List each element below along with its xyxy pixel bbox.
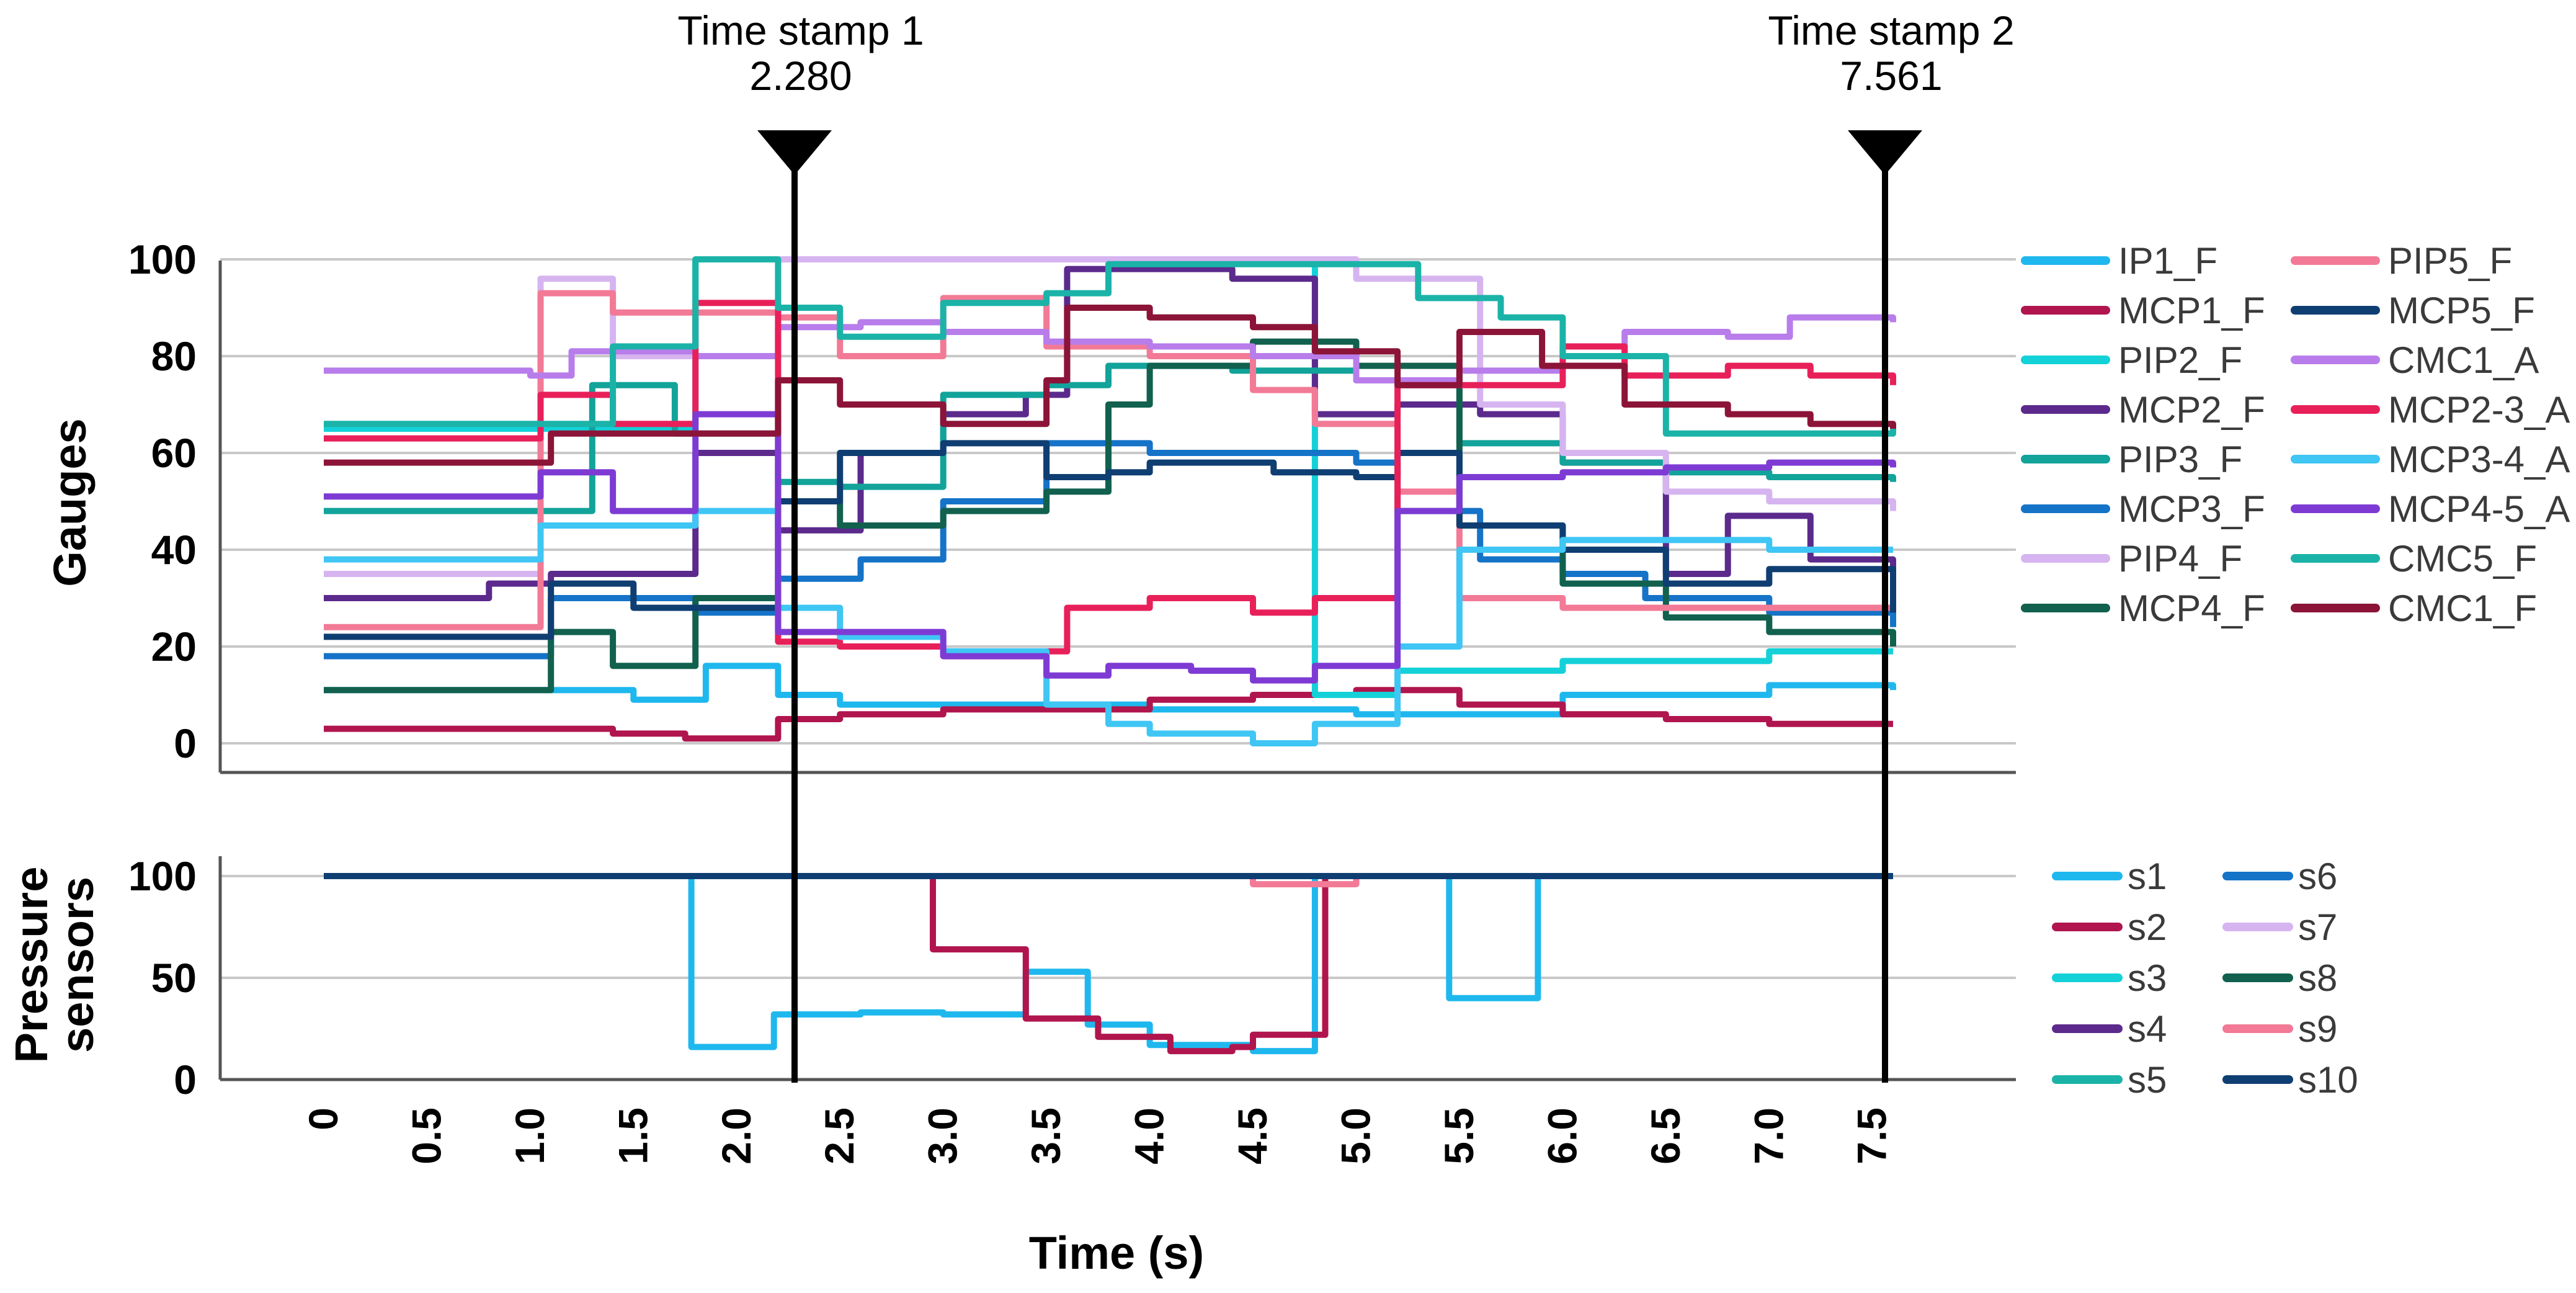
legend-label-s3: s3 xyxy=(2128,957,2167,999)
legend-label-s2: s2 xyxy=(2128,906,2167,948)
legend-label-s10: s10 xyxy=(2298,1059,2358,1101)
legend-label-MCP2-3_A: MCP2-3_A xyxy=(2388,389,2570,431)
gauges-y-axis-label: Gauges xyxy=(44,418,96,586)
x-tick-label: 5.5 xyxy=(1436,1107,1482,1165)
series-line-CMC1_F xyxy=(324,305,1896,466)
time-stamps: Time stamp 12.280 Time stamp 27.561 xyxy=(677,7,2015,1083)
x-tick-label: 6.0 xyxy=(1539,1107,1585,1165)
legend-label-MCP5_F: MCP5_F xyxy=(2388,290,2535,331)
x-tick-label: 5.0 xyxy=(1332,1107,1378,1165)
time-stamp-title: Time stamp 1 xyxy=(677,7,924,53)
x-tick-label: 3.0 xyxy=(920,1107,966,1165)
series-line-MCP1_F xyxy=(324,687,1893,742)
pressure-y-tick-label: 100 xyxy=(128,853,197,899)
legend-label-s5: s5 xyxy=(2128,1059,2167,1101)
legend-label-MCP3_F: MCP3_F xyxy=(2118,488,2265,530)
time-stamp-value: 2.280 xyxy=(749,53,852,99)
time-stamp-value: 7.561 xyxy=(1840,53,1942,99)
legend-label-MCP4_F: MCP4_F xyxy=(2118,588,2265,629)
x-tick-label: 0 xyxy=(300,1107,346,1130)
legend-label-PIP5_F: PIP5_F xyxy=(2388,240,2512,282)
series-line-MCP5_F xyxy=(324,440,1896,640)
series-line-MCP4_F xyxy=(324,338,1896,694)
series-line-CMC5_F xyxy=(324,256,1896,437)
pressure-y-axis-label-line2: sensors xyxy=(51,877,103,1053)
gauges-y-tick-label: 100 xyxy=(128,236,197,282)
legend-label-s6: s6 xyxy=(2298,856,2337,897)
pressure-y-tick-label: 0 xyxy=(174,1057,197,1103)
series-line-PIP4_F xyxy=(324,256,1896,577)
axes xyxy=(218,261,2016,1081)
x-tick-label: 2.0 xyxy=(713,1107,759,1165)
legend-label-MCP2_F: MCP2_F xyxy=(2118,389,2265,431)
x-tick-label: 0.5 xyxy=(403,1107,449,1165)
time-stamp-marker-icon xyxy=(1848,130,1923,175)
series-line-MCP4-5_A xyxy=(324,411,1896,684)
gauges-y-tick-label: 40 xyxy=(151,527,197,573)
x-tick-label: 1.5 xyxy=(610,1107,656,1165)
series-line-s1 xyxy=(324,873,1893,1055)
legend-label-IP1_F: IP1_F xyxy=(2118,240,2217,282)
legend-label-s1: s1 xyxy=(2128,856,2167,897)
gauges-series-group xyxy=(324,256,1896,746)
x-tick-label: 4.0 xyxy=(1126,1107,1172,1165)
legend-label-CMC1_A: CMC1_A xyxy=(2388,339,2539,381)
gauges-y-tick-label: 0 xyxy=(174,720,197,766)
x-tick-label: 7.5 xyxy=(1849,1107,1895,1165)
legend-label-PIP4_F: PIP4_F xyxy=(2118,538,2242,579)
pressure-y-tick-label: 50 xyxy=(151,955,197,1001)
legend-label-MCP3-4_A: MCP3-4_A xyxy=(2388,439,2570,480)
legend-label-s8: s8 xyxy=(2298,957,2337,999)
gauges-gridlines xyxy=(220,258,2016,745)
x-tick-label: 1.0 xyxy=(507,1107,553,1165)
legend-label-s7: s7 xyxy=(2298,906,2337,948)
legend-label-PIP3_F: PIP3_F xyxy=(2118,439,2242,480)
x-axis-label: Time (s) xyxy=(1029,1227,1204,1279)
legend-label-s4: s4 xyxy=(2128,1008,2167,1050)
legends: IP1_F MCP1_F PIP2_F MCP2_F PIP3_F MCP3_F PIP4_… xyxy=(2021,240,2570,1101)
series-line-IP1_F xyxy=(324,663,1896,718)
x-tick-label: 3.5 xyxy=(1023,1107,1069,1165)
x-tick-label: 7.0 xyxy=(1745,1107,1791,1165)
legend-label-PIP2_F: PIP2_F xyxy=(2118,339,2242,381)
gauges-y-tick-label: 20 xyxy=(151,624,197,669)
x-tick-label: 6.5 xyxy=(1642,1107,1688,1165)
series-line-PIP5_F xyxy=(324,290,1896,630)
legend-label-s9: s9 xyxy=(2298,1008,2337,1050)
pressure-series-group xyxy=(324,873,1893,1055)
time-stamp-title: Time stamp 2 xyxy=(1768,7,2014,53)
tick-labels: 0 20 40 60 80 100 0 50 100 0 0.5 1.0 1.5 2.0 2.5 3.0 3.5… xyxy=(128,236,1895,1165)
x-tick-label: 2.5 xyxy=(816,1107,862,1165)
time-stamp-marker-icon xyxy=(757,130,832,175)
gauges-y-tick-label: 80 xyxy=(151,333,197,379)
gauges-y-tick-label: 60 xyxy=(151,430,197,476)
series-line-s2 xyxy=(324,873,1893,1055)
legend-label-CMC5_F: CMC5_F xyxy=(2388,538,2537,579)
pressure-y-axis-label: Pressure xyxy=(6,867,57,1063)
x-tick-label: 4.5 xyxy=(1229,1107,1275,1165)
series-line-MCP3-4_A xyxy=(324,508,1893,746)
legend-label-CMC1_F: CMC1_F xyxy=(2388,588,2537,629)
pressure-gridlines xyxy=(220,875,2016,1081)
legend-label-MCP4-5_A: MCP4-5_A xyxy=(2388,488,2570,530)
legend-label-MCP1_F: MCP1_F xyxy=(2118,290,2265,331)
